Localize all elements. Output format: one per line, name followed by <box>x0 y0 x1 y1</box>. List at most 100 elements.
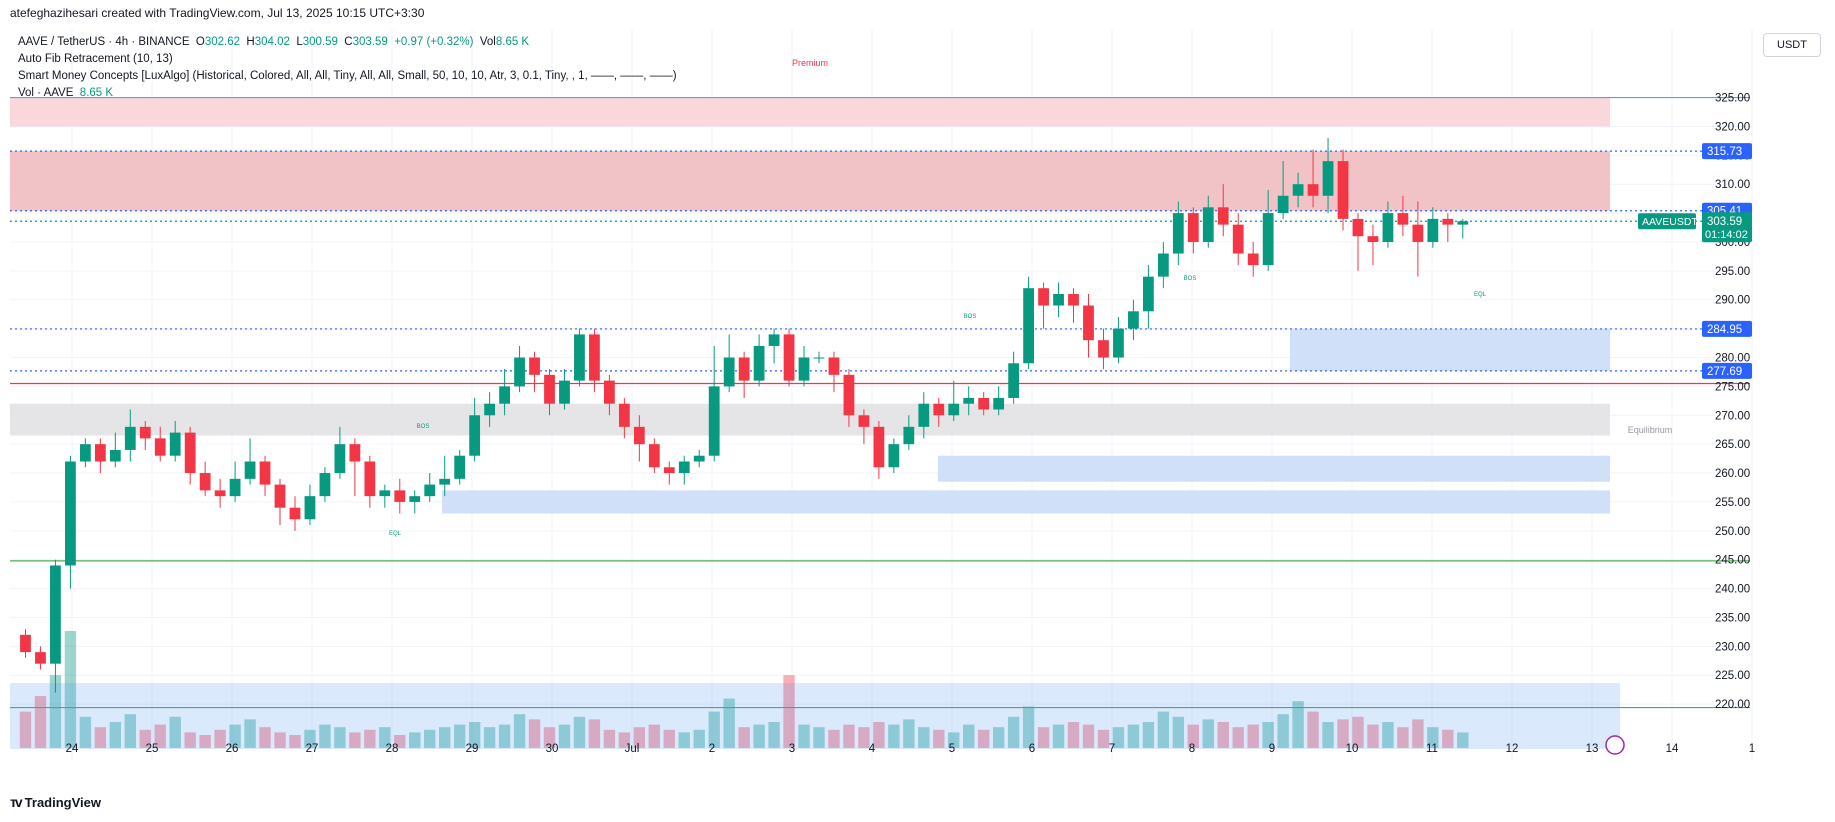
candle-body[interactable] <box>334 444 346 474</box>
candle-body[interactable] <box>873 426 885 468</box>
candle-body[interactable] <box>648 444 660 468</box>
candle-body[interactable] <box>1367 236 1379 242</box>
candle-body[interactable] <box>139 426 151 439</box>
symbol-label[interactable]: AAVE / TetherUS · 4h · BINANCE <box>18 36 190 48</box>
candle-body[interactable] <box>1442 218 1454 225</box>
candle-body[interactable] <box>454 455 466 479</box>
candle-body[interactable] <box>783 334 795 381</box>
candle-body[interactable] <box>1023 288 1034 364</box>
candle-body[interactable] <box>768 334 780 346</box>
candle-body[interactable] <box>1113 328 1124 358</box>
candle-body[interactable] <box>199 473 211 491</box>
candle-body[interactable] <box>1397 213 1409 225</box>
candle-body[interactable] <box>693 455 705 462</box>
candle-body[interactable] <box>1187 213 1199 242</box>
indicator-fib[interactable]: Auto Fib Retracement (10, 13) <box>18 53 173 65</box>
candle-body[interactable] <box>663 467 675 474</box>
candle-body[interactable] <box>529 357 540 375</box>
candle-body[interactable] <box>1217 207 1229 225</box>
candle-body[interactable] <box>244 461 256 479</box>
candle-body[interactable] <box>349 444 361 462</box>
candle-body[interactable] <box>1277 195 1289 214</box>
candle-body[interactable] <box>394 490 406 502</box>
candle-body[interactable] <box>1038 288 1049 306</box>
candle-body[interactable] <box>499 386 510 404</box>
candle-body[interactable] <box>65 461 76 566</box>
candle-body[interactable] <box>678 461 690 474</box>
candle-body[interactable] <box>484 403 496 416</box>
replay-icon[interactable] <box>1605 735 1625 755</box>
candle-body[interactable] <box>544 374 555 404</box>
candle-body[interactable] <box>828 357 840 375</box>
candle-body[interactable] <box>1008 363 1020 398</box>
candle-body[interactable] <box>289 507 301 520</box>
candle-body[interactable] <box>1068 293 1079 306</box>
candle-body[interactable] <box>858 415 870 427</box>
candle-body[interactable] <box>379 490 391 497</box>
candle-body[interactable] <box>50 565 61 664</box>
candle-body[interactable] <box>109 449 121 462</box>
candle-body[interactable] <box>1247 253 1259 266</box>
chart-area[interactable]: Premium Equilibrium BOS BOS BOS EQL EQL 220.00 2… <box>10 28 1762 760</box>
candle-body[interactable] <box>154 438 166 456</box>
candle-body[interactable] <box>469 415 481 456</box>
candle-body[interactable] <box>903 426 915 445</box>
candle-body[interactable] <box>79 444 91 462</box>
candle-body[interactable] <box>1307 184 1319 196</box>
candle-body[interactable] <box>514 357 525 387</box>
candle-body[interactable] <box>229 478 241 497</box>
candle-body[interactable] <box>1292 184 1304 196</box>
candle-body[interactable] <box>1337 161 1349 219</box>
candle-body[interactable] <box>948 403 960 416</box>
candle-body[interactable] <box>559 380 570 404</box>
candle-body[interactable] <box>843 374 855 416</box>
candle-body[interactable] <box>1142 276 1154 312</box>
price-chart[interactable]: Premium Equilibrium BOS BOS BOS EQL EQL 220.00 2… <box>10 28 1762 760</box>
candle-body[interactable] <box>1427 218 1439 242</box>
candle-body[interactable] <box>319 473 331 497</box>
candle-body[interactable] <box>1457 221 1469 225</box>
candle-body[interactable] <box>918 403 930 427</box>
candle-body[interactable] <box>1098 340 1109 358</box>
candle-body[interactable] <box>424 484 436 497</box>
candle-body[interactable] <box>184 432 196 474</box>
candle-body[interactable] <box>124 426 136 450</box>
candle-body[interactable] <box>409 496 421 502</box>
candle-body[interactable] <box>708 386 720 456</box>
indicator-smc[interactable]: Smart Money Concepts [LuxAlgo] (Historic… <box>18 70 677 82</box>
candle-body[interactable] <box>1412 224 1424 242</box>
candle-body[interactable] <box>604 380 615 404</box>
candle-body[interactable] <box>723 357 735 387</box>
candle-body[interactable] <box>439 478 451 485</box>
candle-body[interactable] <box>169 432 181 456</box>
candle-body[interactable] <box>798 357 810 381</box>
candle-body[interactable] <box>993 397 1005 410</box>
candle-body[interactable] <box>618 403 630 427</box>
candle-body[interactable] <box>1172 213 1184 254</box>
candle-body[interactable] <box>738 357 750 381</box>
candle-body[interactable] <box>259 461 271 485</box>
candle-body[interactable] <box>888 444 900 468</box>
indicator-volume[interactable]: Vol · AAVE 8.65 K <box>18 85 677 102</box>
candle-body[interactable] <box>35 652 46 664</box>
candle-body[interactable] <box>20 634 31 653</box>
candle-body[interactable] <box>1232 224 1244 254</box>
candle-body[interactable] <box>1128 311 1139 329</box>
candle-body[interactable] <box>589 334 600 381</box>
candle-body[interactable] <box>94 444 106 462</box>
candle-body[interactable] <box>813 357 825 359</box>
candle-body[interactable] <box>1157 253 1169 277</box>
candle-body[interactable] <box>574 334 585 381</box>
candle-body[interactable] <box>978 397 990 410</box>
candle-body[interactable] <box>304 496 316 520</box>
candle-body[interactable] <box>1322 161 1334 196</box>
candle-body[interactable] <box>633 426 645 445</box>
candle-body[interactable] <box>963 397 975 404</box>
candle-body[interactable] <box>1053 293 1064 306</box>
candle-body[interactable] <box>364 461 376 497</box>
candle-body[interactable] <box>214 490 226 497</box>
candle-body[interactable] <box>1262 213 1274 266</box>
currency-button[interactable]: USDT <box>1763 33 1821 57</box>
candle-body[interactable] <box>1352 218 1364 237</box>
candle-body[interactable] <box>753 345 765 381</box>
